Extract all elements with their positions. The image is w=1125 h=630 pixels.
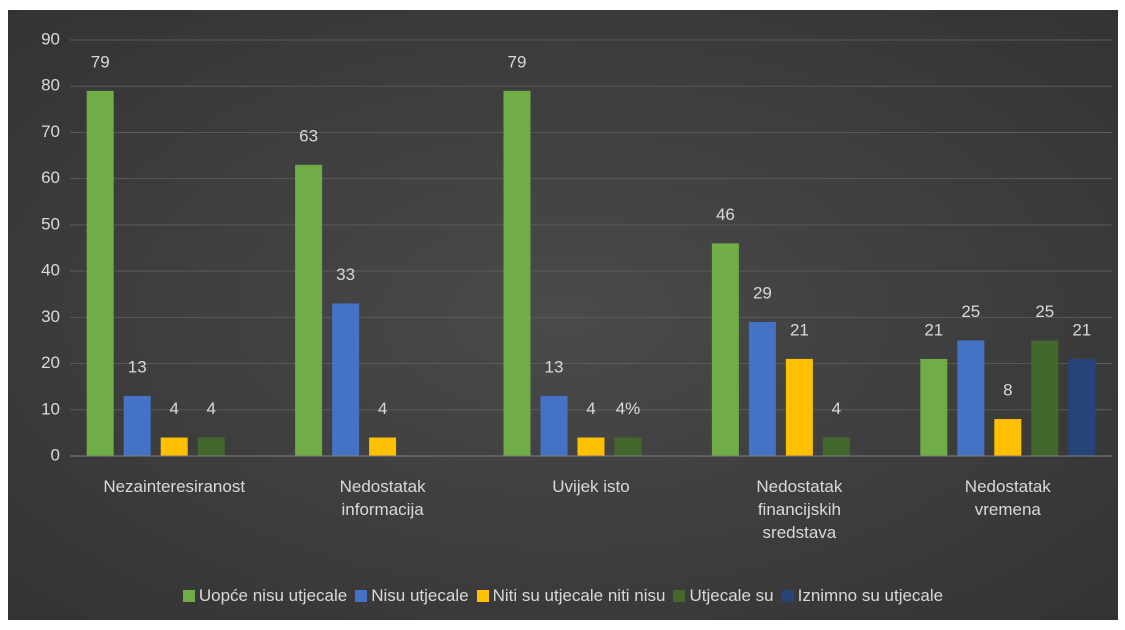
legend-item: Iznimno su utjecale	[781, 586, 944, 606]
data-label: 25	[961, 302, 980, 321]
x-tick-label: Nezainteresiranost	[103, 477, 246, 496]
bar	[785, 358, 813, 456]
bar	[160, 437, 188, 456]
y-tick-label: 0	[51, 445, 60, 464]
bar	[332, 303, 360, 456]
legend-label: Niti su utjecale niti nisu	[492, 586, 666, 605]
bar	[711, 243, 739, 456]
y-tick-label: 30	[41, 307, 60, 326]
data-label: 21	[1072, 320, 1091, 339]
bar	[295, 164, 323, 457]
legend-label: Iznimno su utjecale	[797, 586, 944, 605]
data-label: 63	[299, 126, 318, 145]
bar	[994, 419, 1022, 456]
bar	[503, 90, 531, 456]
y-tick-label: 20	[41, 353, 60, 372]
legend-label: Nisu utjecale	[371, 586, 469, 605]
bar	[1068, 358, 1096, 456]
data-label: 4	[206, 399, 215, 418]
bar	[614, 437, 642, 456]
data-label: 8	[1003, 381, 1012, 400]
legend-item: Niti su utjecale niti nisu	[476, 586, 666, 606]
bar	[920, 358, 948, 456]
data-label: 4	[832, 399, 841, 418]
bar	[540, 395, 568, 456]
bar	[369, 437, 397, 456]
x-tick-label: Nedostatak vremena	[964, 477, 1051, 519]
bar	[748, 321, 776, 456]
data-label: 4	[378, 399, 387, 418]
y-tick-label: 50	[41, 214, 60, 233]
bar	[957, 340, 985, 456]
x-tick-label: Nedostatak financijskih sredstava	[756, 477, 843, 542]
legend-item: Nisu utjecale	[355, 586, 469, 606]
bar	[86, 90, 114, 456]
data-label: 79	[91, 52, 110, 71]
plot: 0 10 20 30 40 50 60 70 80 90 79 13 4 4 63 33 4 79 13 4 4% 46 2…	[41, 29, 1112, 464]
legend-label: Utjecale su	[689, 586, 774, 605]
legend-swatch	[781, 590, 794, 602]
legend-swatch	[355, 590, 368, 602]
y-tick-label: 90	[41, 29, 60, 48]
bar	[822, 437, 850, 456]
bar	[197, 437, 225, 456]
y-tick-label: 70	[41, 122, 60, 141]
y-tick-label: 80	[41, 76, 60, 95]
y-tick-label: 60	[41, 168, 60, 187]
data-label: 4%	[616, 399, 641, 418]
legend-swatch	[673, 590, 686, 602]
y-tick-label: 40	[41, 261, 60, 280]
data-label: 21	[790, 320, 809, 339]
data-label: 13	[545, 357, 564, 376]
bar	[1031, 340, 1059, 456]
bar	[577, 437, 605, 456]
data-label: 4	[586, 399, 595, 418]
bar	[123, 395, 151, 456]
legend: Uopće nisu utjecale Nisu utjecale Niti su …	[8, 586, 1118, 606]
data-label: 21	[924, 320, 943, 339]
data-label: 29	[753, 283, 772, 302]
legend-label: Uopće nisu utjecale	[198, 586, 348, 605]
data-label: 4	[169, 399, 178, 418]
legend-item: Utjecale su	[673, 586, 774, 606]
x-tick-label: Uvijek isto	[552, 477, 630, 496]
legend-swatch	[182, 590, 195, 602]
y-tick-label: 10	[41, 399, 60, 418]
data-label: 13	[128, 357, 147, 376]
data-label: 25	[1035, 302, 1054, 321]
chart: 0 10 20 30 40 50 60 70 80 90 79 13 4 4 63 33 4 79 13 4 4% 46 2…	[8, 10, 1118, 620]
data-label: 33	[336, 265, 355, 284]
data-label: 79	[508, 52, 527, 71]
data-label: 46	[716, 205, 735, 224]
legend-item: Uopće nisu utjecale	[182, 586, 348, 606]
legend-swatch	[476, 590, 489, 602]
x-tick-label: Nedostatak informacija	[339, 477, 426, 519]
